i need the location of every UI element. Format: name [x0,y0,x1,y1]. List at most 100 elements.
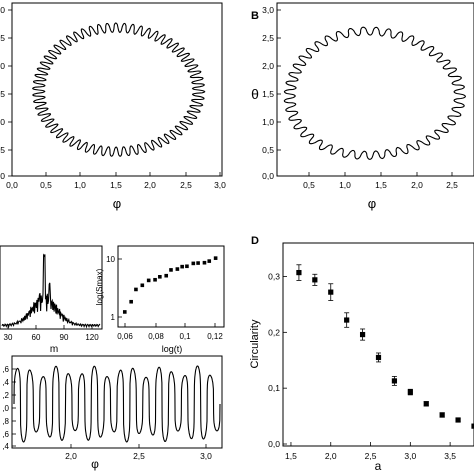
panel-b-letter: B [251,10,259,22]
x-tick-label: 2,5 [365,451,377,461]
data-point [455,417,461,423]
x-tick-label: 2,5 [446,180,458,190]
panel-b-y-ticks: 3,0 2,5 2,0 1,5 1,0 0,5 0,0 [262,5,281,181]
x-tick-label: 3,5 [444,451,456,461]
x-tick-label: 0,08 [148,332,164,341]
y-tick-label: 0,0 [262,171,274,181]
growth-point [146,278,151,283]
y-tick-label: 1 [111,313,116,322]
x-tick-label: 3,0 [214,180,226,190]
panel-a: 0,0 0,5 1,0 1,5 2,0 2,5 3,0 3,0 2,5 2,0 1,5 1,0 0,5… [0,2,226,211]
growth-point [129,299,133,304]
data-point [391,378,398,384]
x-tick-label: 3,0 [200,451,212,461]
x-tick-label: 0,5 [303,180,315,190]
panel-a-frame [11,2,223,177]
growth-point [158,274,162,279]
growth-point [164,273,169,278]
y-tick-label: 2,5 [0,33,5,43]
data-point [296,269,302,276]
profile-frame [11,355,223,449]
growth-y-ticks: 10 1 [106,255,122,322]
x-tick-label: 60 [32,333,41,342]
y-tick-label: 0,5 [262,145,274,155]
y-tick-label: ,4 [2,378,9,387]
y-tick-label: ,6 [2,430,9,439]
panel-b-x-ticks: 0,5 1,0 1,5 2,0 2,5 [303,172,458,190]
panel-b-ylabel: θ [251,86,259,102]
y-tick-label: ,4 [2,442,9,451]
panel-d: D 0,3 0,2 0,1 0,0 1,5 2,0 2,5 3,0 3,5 Circulari… [249,235,474,473]
growth-x-ticks: 0,06 0,08 0,1 0,12 [117,323,223,341]
x-tick-label: 0,5 [40,180,52,190]
profile-curve [13,365,221,443]
panel-b: B 0,5 1,0 1,5 2,0 2,5 3,02,52,01,51,00,50,0 … [251,2,474,211]
x-tick-label: 0,0 [6,180,18,190]
y-tick-label: 0,0 [268,439,280,449]
data-point [375,354,382,361]
data-point [359,331,366,338]
y-tick-label: 0,3 [268,272,280,282]
growth-point [175,267,180,271]
y-tick-label: 0,0 [0,171,5,181]
growth-point [213,256,218,260]
growth-point [153,277,157,282]
y-tick-label: 0,1 [268,383,280,393]
x-tick-label: 1,0 [339,180,351,190]
growth-points [122,256,218,314]
growth-point [185,264,189,269]
growth-point [191,261,196,266]
x-tick-label: 1,5 [285,451,297,461]
panel-c-profile: ,6 ,4 ,2 ,0 ,8 ,6 ,4 2,0 2,5 3,0 φ [2,355,223,471]
panel-d-ylabel: Circularity [249,319,261,368]
x-tick-label: 30 [4,333,13,342]
panel-b-contour [283,26,467,160]
x-tick-label: 2,0 [144,180,156,190]
panel-a-contour [31,22,206,157]
y-tick-label: 0,5 [0,145,5,155]
panel-a-y-ticks: 3,0 2,5 2,0 1,5 1,0 0,5 0,0 [0,5,12,181]
growth-point [207,259,212,263]
panel-d-points [296,264,474,429]
panel-a-xlabel: φ [113,196,121,211]
x-tick-label: 1,0 [74,180,86,190]
profile-x-ticks: 2,0 2,5 3,0 [65,444,212,461]
y-tick-label: 1,5 [0,89,5,99]
growth-frame [117,245,225,328]
panel-c-growth: 0,06 0,08 0,1 0,12 10 1 log(t) log(Smax) [95,245,225,354]
panel-d-letter: D [251,235,259,247]
growth-point [196,261,200,265]
y-tick-label: 1,5 [262,89,274,99]
y-tick-label: ,2 [2,391,9,400]
growth-point [140,283,145,288]
spectrum-frame [0,245,103,330]
x-tick-label: 0,1 [179,332,191,341]
y-tick-label: 2,5 [262,33,274,43]
x-tick-label: 2,0 [411,180,423,190]
x-tick-label: 0,06 [117,332,133,341]
data-point [423,401,429,407]
y-tick-label: ,6 [2,365,9,374]
y-tick-label: 3,0 [0,5,5,15]
y-tick-label: 2,0 [262,61,274,71]
panel-d-xlabel: a [375,459,382,473]
y-tick-label: 3,0 [262,5,274,15]
data-point [328,289,334,295]
panel-d-frame [282,242,474,447]
x-tick-label: 1,5 [375,180,387,190]
y-tick-label: ,8 [2,417,9,426]
growth-point [134,287,138,292]
data-point [471,423,474,429]
profile-y-ticks: ,6 ,4 ,2 ,0 ,8 ,6 ,4 [2,365,16,451]
y-tick-label: 1,0 [262,117,274,127]
growth-ylabel: log(Smax) [95,268,104,305]
spectrum-xlabel: m [50,344,58,355]
x-tick-label: 2,5 [133,451,145,461]
profile-xlabel: φ [91,457,99,471]
x-tick-label: 2,0 [325,451,337,461]
growth-point [122,310,127,314]
spectrum-line [1,253,101,329]
x-tick-label: 2,5 [180,180,192,190]
data-point [312,277,318,283]
